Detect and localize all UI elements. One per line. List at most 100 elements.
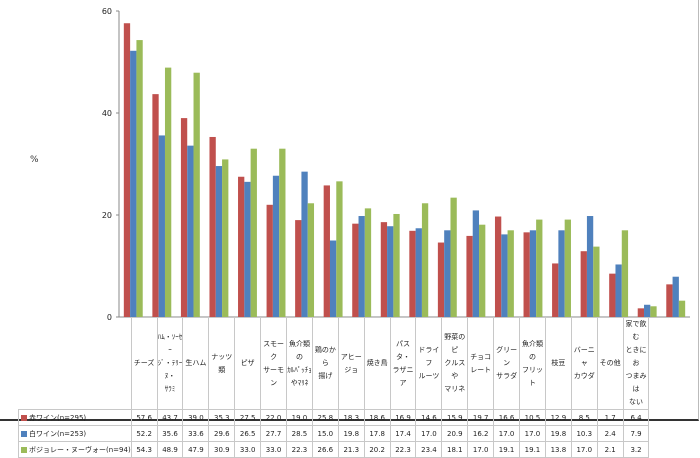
data-label: 16.6 [493,409,521,426]
category-label: 生ハム [182,317,210,410]
bar-red [295,220,302,317]
bar-red [580,251,587,317]
data-label: 13.8 [544,441,572,458]
data-label: 6.4 [622,409,650,426]
category-label: 焼き鳥 [363,317,391,410]
category-label: グリーン サラダ [493,317,521,410]
bar-white [244,181,251,317]
data-label: 19.8 [544,425,572,442]
data-label: 18.1 [441,441,469,458]
bar-red [637,308,645,317]
bar-beaujolais [222,159,229,317]
bar-beaujolais [650,306,657,317]
category-label: 魚介類の フリット [519,317,546,410]
category-label: 枝豆 [544,317,572,410]
data-label: 3.2 [622,441,650,458]
data-label: 23.4 [415,441,443,458]
table-corner [18,317,132,410]
data-label: 28.5 [286,425,313,442]
bar-beaujolais [307,203,315,317]
legend-label: 赤ワイン(n=295) [29,413,87,422]
data-label: 15.0 [311,425,339,442]
legend-label: ボジョレー・ヌーヴォー(n=94) [29,445,131,454]
category-label: 家で飲む ときにお つまみは ない [622,317,650,410]
data-label: 19.7 [467,409,495,426]
category-label: ドライフ ルーツ [415,317,443,410]
bar-white [558,230,565,317]
bar-white [501,234,508,317]
bar-red [523,232,530,317]
bar-beaujolais [393,213,400,317]
data-label: 17.0 [467,441,495,458]
bar-beaujolais [193,72,200,318]
data-label: 30.9 [208,441,236,458]
bar-red [409,230,416,317]
data-label: 33.0 [260,441,288,458]
category-label: アヒー ジョ [337,317,365,410]
category-label: 鶏のから 揚げ [311,317,339,410]
bar-red [494,216,502,317]
data-label: 39.0 [182,409,210,426]
data-label: 17.0 [570,441,598,458]
legend-entry: 白ワイン(n=253) [18,425,132,442]
bar-white [387,226,394,317]
data-label: 26.6 [311,441,339,458]
data-label: 7.9 [622,425,650,442]
data-label: 20.9 [441,425,469,442]
bar-beaujolais [250,148,257,317]
bar-red [180,118,188,317]
data-label: 48.9 [156,441,184,458]
table-row: 白ワイン(n=253) 52.2 35.6 33.6 29.6 26.5 27.7 28.5 1… [18,425,650,442]
bar-beaujolais [621,230,629,317]
bar-red [352,223,359,317]
data-label: 35.3 [208,409,236,426]
category-label: その他 [596,317,624,410]
bar-red [152,94,159,317]
data-label: 57.6 [130,409,158,426]
category-label: 野菜のピ クルスや マリネ [441,317,469,410]
bar-beaujolais [507,230,514,317]
category-label: ピザ [234,317,262,410]
data-label: 35.6 [156,425,184,442]
bar-beaujolais [450,197,457,317]
bar-red [380,222,388,317]
bar-red [466,235,473,317]
bar-beaujolais [421,203,429,317]
y-tick-label: 40 [102,109,112,118]
data-label: 22.0 [260,409,288,426]
bar-red [323,185,330,317]
data-label: 1.7 [596,409,624,426]
bar-red [123,23,131,318]
legend-entry: ボジョレー・ヌーヴォー(n=94) [18,441,132,458]
data-label: 19.1 [519,441,546,458]
data-label: 17.0 [415,425,443,442]
bar-white [415,228,422,317]
bar-beaujolais [136,40,143,317]
data-label: 29.6 [208,425,236,442]
bar-white [586,216,594,317]
bar-red [609,273,616,317]
y-axis-label: % [30,155,39,165]
data-label: 19.1 [493,441,521,458]
bar-red [238,176,245,317]
legend-label: 白ワイン(n=253) [29,429,87,438]
data-label: 10.3 [570,425,598,442]
bar-red [666,284,673,317]
bar-beaujolais [279,148,286,317]
data-label: 16.2 [467,425,495,442]
bar-red [266,204,273,317]
bar-beaujolais [678,300,686,317]
data-label: 25.8 [311,409,339,426]
data-label: 17.4 [389,425,417,442]
bar-beaujolais [364,208,372,317]
data-label: 12.9 [544,409,572,426]
bar-red [209,136,216,317]
bar-red [437,242,445,317]
data-label: 2.4 [596,425,624,442]
category-label: ﾊﾑ・ｿｰｾｰ ｼﾞ・ﾃﾘｰﾇ・ ｻﾗﾐ [156,317,184,410]
data-label: 43.7 [156,409,184,426]
table-row: ボジョレー・ヌーヴォー(n=94) 54.3 48.9 47.9 30.9 33.0 33.… [18,441,650,458]
bar-white [529,230,537,317]
bar-white [672,276,679,317]
data-label: 19.0 [286,409,313,426]
